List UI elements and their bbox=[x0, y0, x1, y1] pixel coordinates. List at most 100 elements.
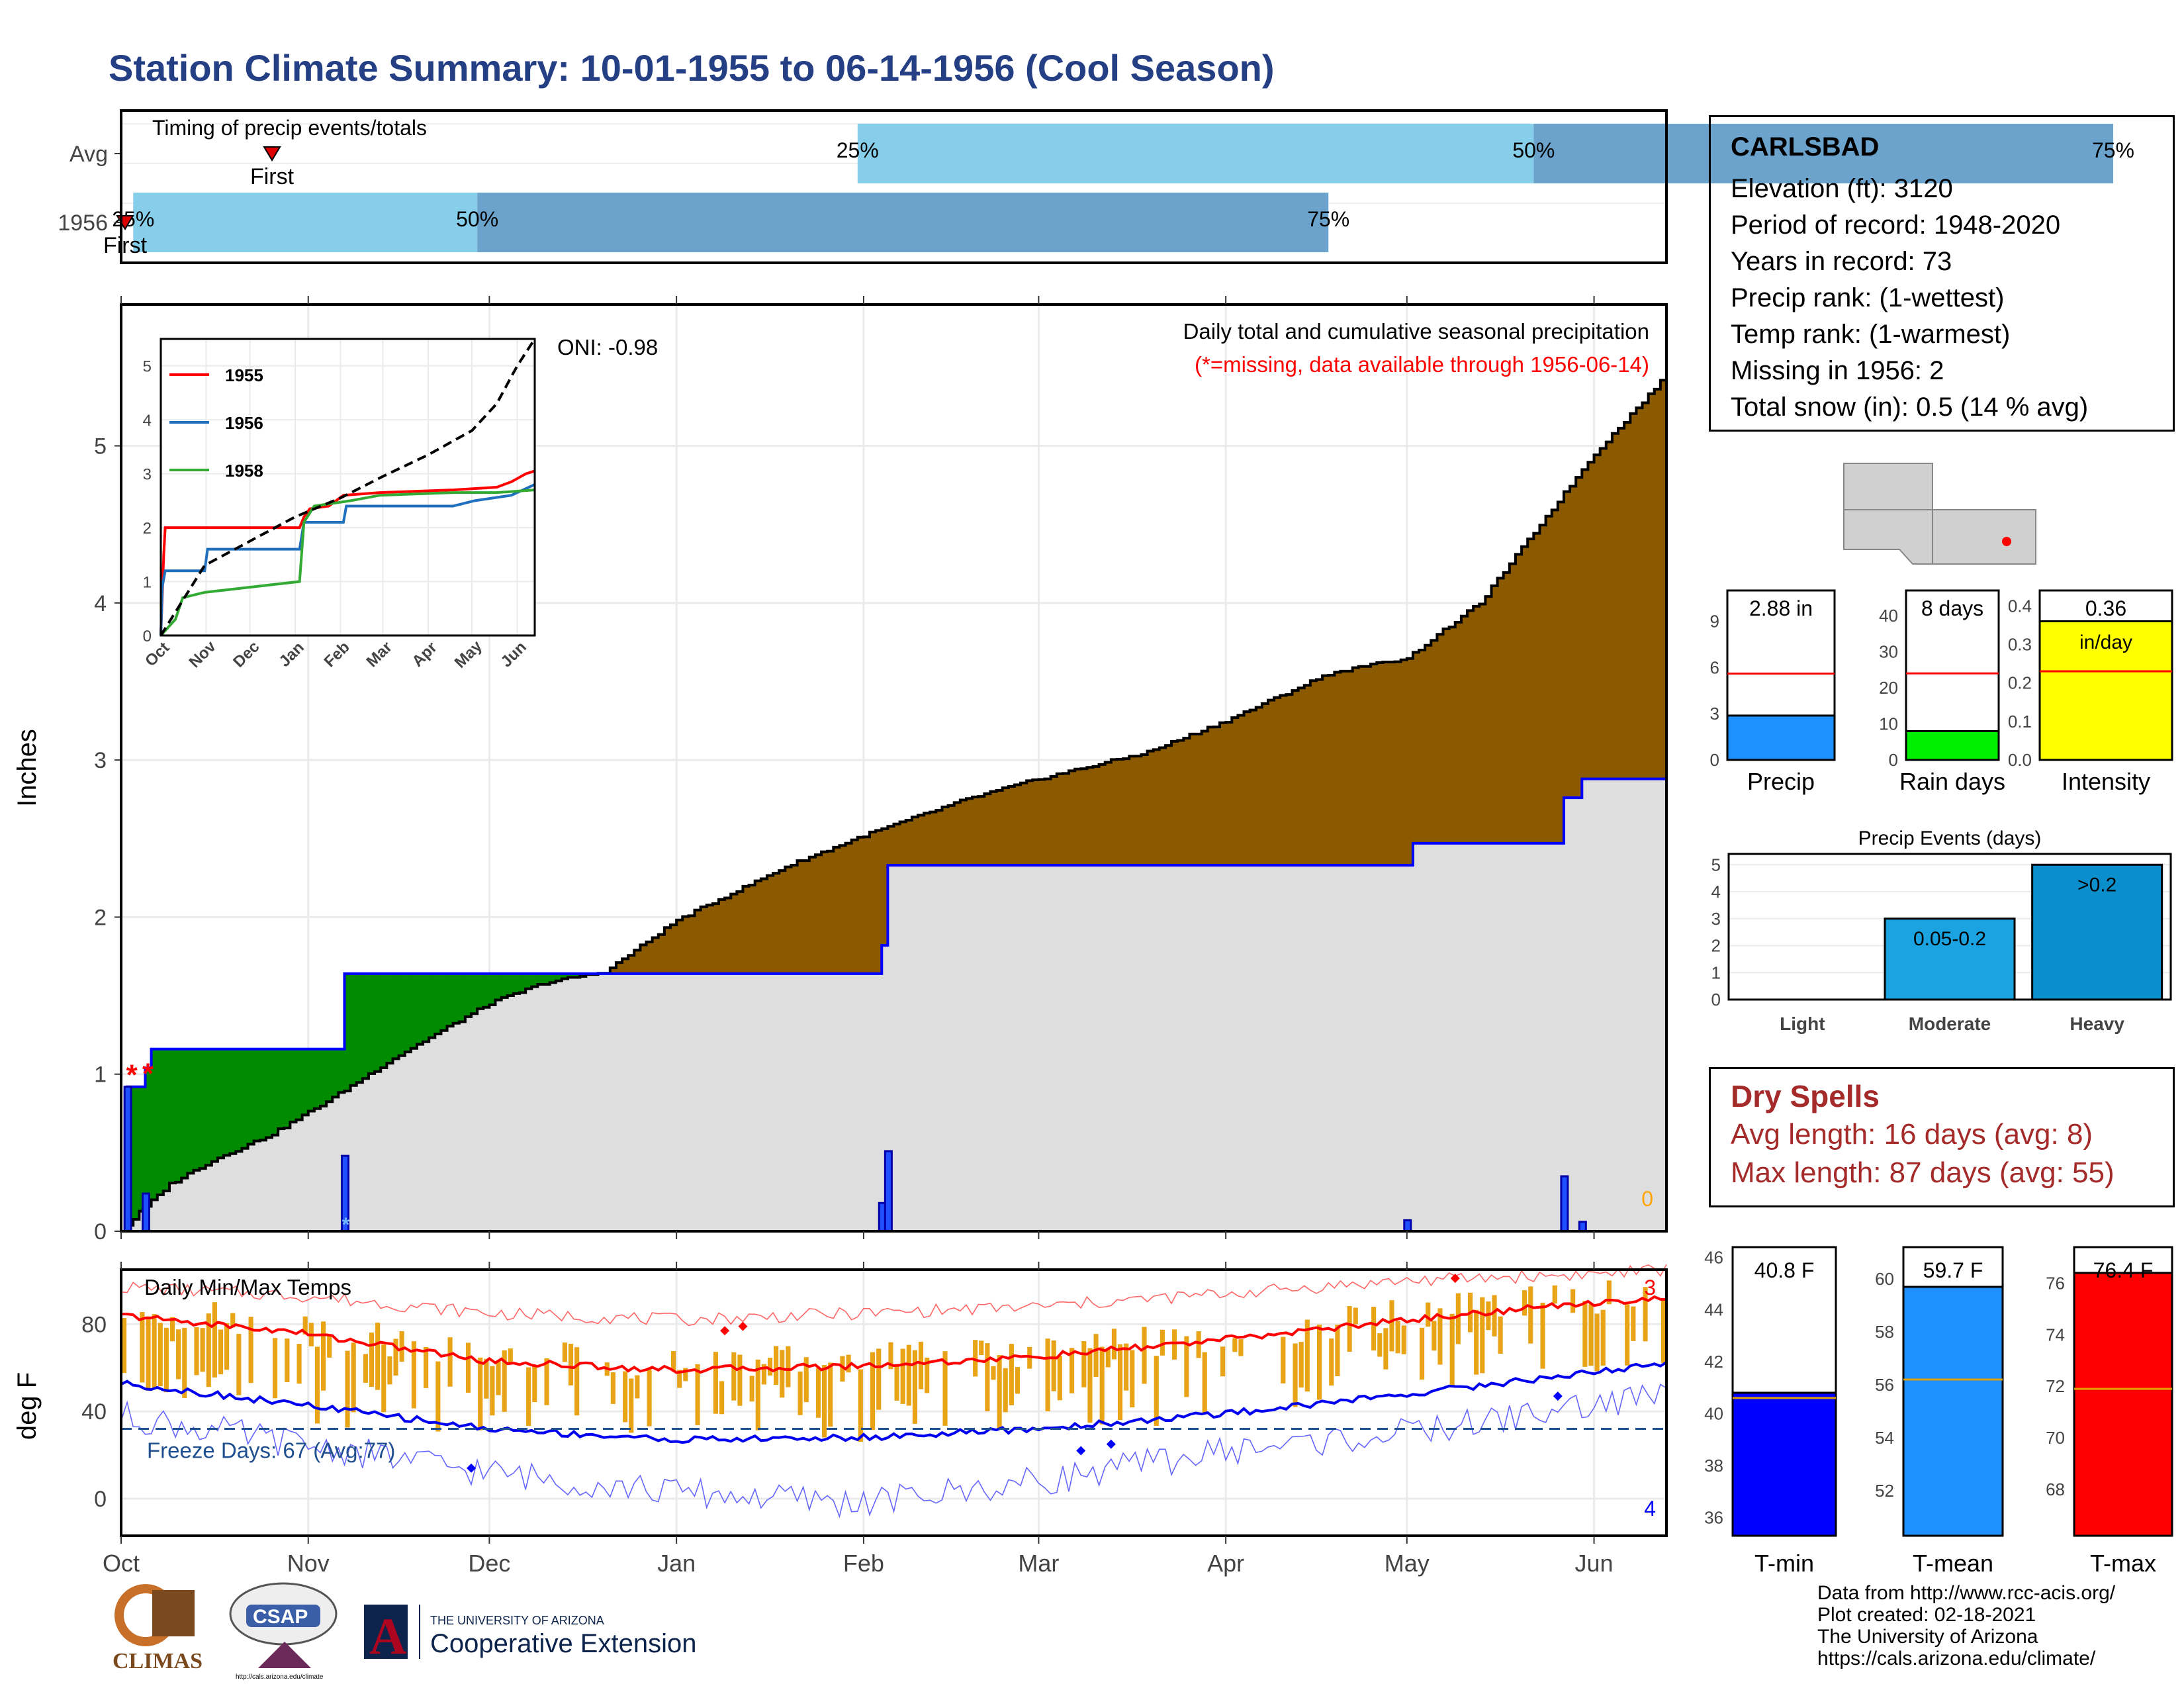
precip-deficit-area bbox=[1050, 776, 1058, 866]
precip-summary-ytick: 6 bbox=[1710, 657, 1719, 677]
precip-events-ytick: 5 bbox=[1711, 855, 1721, 874]
temp-daily-range-bar bbox=[490, 1366, 495, 1416]
station-name: CARLSBAD bbox=[1731, 132, 1880, 162]
precip-surplus-area bbox=[296, 1049, 303, 1120]
precip-deficit-area bbox=[1551, 510, 1559, 843]
temp-daily-range-bar bbox=[1353, 1307, 1358, 1325]
temp-summary-ytick: 72 bbox=[2046, 1376, 2065, 1396]
temp-daily-range-bar bbox=[737, 1354, 743, 1406]
precip-summary-ytick: 0.1 bbox=[2008, 712, 2032, 731]
precip-deficit-area bbox=[1147, 751, 1154, 866]
precip-summary-ytick: 30 bbox=[1879, 642, 1898, 662]
precip-summary-value: 2.88 in bbox=[1749, 596, 1813, 620]
temp-daily-range-bar bbox=[1087, 1348, 1093, 1423]
temp-daily-range-bar bbox=[1329, 1338, 1334, 1386]
precip-deficit-area bbox=[797, 861, 804, 974]
temp-panel-frame bbox=[120, 1268, 1668, 1537]
precip-summary-bar bbox=[1726, 714, 1836, 761]
temp-ytick-label: 40 bbox=[81, 1399, 107, 1425]
precip-deficit-area bbox=[870, 831, 876, 974]
temp-daily-range-bar bbox=[1347, 1305, 1352, 1352]
missing-day-marker: * bbox=[126, 1059, 138, 1092]
timing-row-label: 1956 bbox=[58, 211, 108, 236]
temp-daily-range-bar bbox=[1196, 1331, 1201, 1358]
precip-deficit-area bbox=[1189, 733, 1197, 866]
precip-surplus-area bbox=[199, 1049, 206, 1169]
temp-record-min-line bbox=[120, 1383, 1667, 1519]
precip-deficit-area bbox=[1195, 733, 1203, 866]
precip-deficit-area bbox=[1425, 645, 1432, 843]
temp-summary-ytick: 76 bbox=[2046, 1274, 2065, 1293]
timing-marker-first bbox=[263, 146, 281, 162]
precip-daily-bar bbox=[1578, 1221, 1587, 1233]
precip-deficit-area bbox=[785, 867, 792, 974]
precip-ytick-label: 1 bbox=[94, 1062, 107, 1088]
precip-deficit-area bbox=[791, 865, 798, 974]
temp-daily-range-bar bbox=[780, 1350, 785, 1398]
precip-surplus-area bbox=[387, 973, 394, 1064]
precip-deficit-area bbox=[1298, 688, 1305, 866]
precip-deficit-area bbox=[1032, 779, 1040, 866]
precip-deficit-area bbox=[1612, 433, 1619, 779]
precip-surplus-area bbox=[193, 1049, 201, 1170]
temp-xtick-label: Jun bbox=[1575, 1550, 1614, 1577]
station-line: Period of record: 1948-2020 bbox=[1731, 211, 2061, 240]
precip-events-category: Heavy bbox=[2070, 1013, 2124, 1034]
precip-deficit-area bbox=[1400, 659, 1408, 866]
temp-summary-ytick: 74 bbox=[2046, 1325, 2065, 1344]
precip-deficit-area bbox=[839, 845, 846, 974]
precip-deficit-area bbox=[1261, 703, 1269, 866]
precip-summary-value: 0.36 bbox=[2085, 596, 2126, 620]
temp-daily-range-bar bbox=[1401, 1325, 1406, 1354]
temp-daily-range-bar bbox=[1172, 1329, 1177, 1360]
precip-deficit-area bbox=[1280, 695, 1287, 866]
precip-deficit-area bbox=[851, 839, 858, 974]
precip-deficit-area bbox=[1630, 413, 1637, 779]
temp-daily-range-bar bbox=[695, 1364, 700, 1425]
temp-summary-ytick: 44 bbox=[1704, 1299, 1723, 1319]
temp-daily-range-bar bbox=[973, 1340, 978, 1377]
precip-surplus-area bbox=[187, 1049, 195, 1174]
temp-daily-range-bar bbox=[906, 1344, 911, 1406]
timing-label-first: First bbox=[250, 164, 295, 189]
precip-deficit-area bbox=[1322, 675, 1329, 866]
precip-deficit-area bbox=[1220, 722, 1226, 866]
precip-summary-ytick: 9 bbox=[1710, 612, 1719, 632]
timing-label-first: First bbox=[103, 233, 148, 258]
precip-deficit-area bbox=[990, 791, 997, 866]
temp-daily-range-bar bbox=[671, 1350, 676, 1371]
temp-daily-range-bar bbox=[1238, 1339, 1244, 1356]
precip-surplus-area bbox=[272, 1049, 279, 1135]
precip-events-ytick: 0 bbox=[1711, 990, 1721, 1009]
precip-deficit-area bbox=[1557, 502, 1565, 843]
temp-daily-range-bar bbox=[1081, 1341, 1087, 1387]
temp-summary-ytick: 68 bbox=[2046, 1479, 2065, 1499]
precip-base-area bbox=[121, 778, 1666, 1231]
precip-corner-value: 0 bbox=[1641, 1187, 1653, 1211]
precip-deficit-area bbox=[1056, 773, 1064, 866]
precip-surplus-area bbox=[248, 1049, 255, 1145]
temp-daily-range-bar bbox=[846, 1354, 851, 1373]
temp-summary-ytick: 54 bbox=[1875, 1428, 1894, 1448]
precip-surplus-area bbox=[416, 973, 424, 1045]
temp-summary-ytick: 38 bbox=[1704, 1456, 1723, 1476]
precip-deficit-area bbox=[1226, 722, 1232, 866]
station-line: Total snow (in): 0.5 (14 % avg) bbox=[1731, 393, 2089, 422]
precip-deficit-area bbox=[610, 968, 617, 974]
precip-deficit-area bbox=[773, 873, 780, 974]
temp-daily-range-bar bbox=[320, 1321, 326, 1391]
precip-deficit-area bbox=[917, 815, 925, 866]
temp-daily-range-bar bbox=[1184, 1336, 1189, 1397]
precip-surplus-area bbox=[447, 973, 454, 1027]
precip-deficit-area bbox=[760, 878, 768, 974]
precip-panel-frame bbox=[120, 303, 1668, 1233]
precip-ytick-label: 4 bbox=[94, 591, 107, 616]
csap-logo: CSAP http://cals.arizona.edu/climate bbox=[229, 1582, 338, 1681]
precip-surplus-area bbox=[507, 973, 514, 996]
precip-deficit-area bbox=[1111, 759, 1118, 866]
precip-events-bar-label: >0.2 bbox=[2077, 874, 2116, 896]
temp-daily-range-bar bbox=[713, 1352, 718, 1414]
temp-daily-range-bar bbox=[447, 1337, 453, 1387]
temp-daily-range-bar bbox=[1298, 1342, 1304, 1388]
temp-xtick-label: May bbox=[1385, 1550, 1430, 1577]
